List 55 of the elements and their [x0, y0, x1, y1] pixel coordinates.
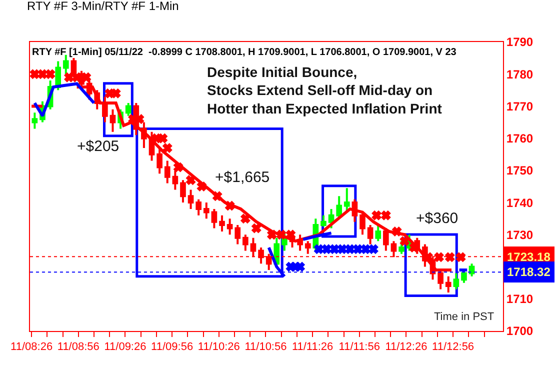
candlestick [367, 224, 374, 246]
candlestick [226, 218, 233, 236]
candlestick [219, 214, 225, 232]
candlestick [468, 262, 475, 278]
y-tick-label: 1760 [506, 132, 534, 146]
candlestick [125, 102, 132, 117]
x-tick-label: 11/10:56 [244, 341, 287, 354]
x-tick-label: 11/08:26 [10, 341, 53, 354]
candlestick [297, 234, 303, 252]
candlestick [328, 208, 334, 230]
candlestick [55, 60, 62, 92]
text: Despite Initial Bounce, Stocks Extend Sell-off Mid-day on Hotter than Expected Inflation Print [207, 64, 442, 116]
candlestick [156, 146, 162, 175]
candlestick [375, 224, 382, 242]
ref-line-label: 1723.18 [507, 250, 551, 264]
candlestick [32, 112, 38, 130]
annotation: +$1,665 [215, 169, 270, 186]
y-tick-label: 1780 [506, 67, 534, 82]
y-tick-label: 1730 [506, 228, 534, 242]
candlestick [445, 275, 452, 294]
candlestick [320, 214, 326, 228]
candlestick [164, 160, 170, 184]
y-tick-label: 1790 [506, 35, 534, 50]
y-tick-label: 1700 [506, 324, 534, 338]
annotation: +$360 [416, 210, 458, 227]
candlestick [62, 54, 69, 76]
candlestick [211, 208, 218, 230]
x-tick-label: 11/09:56 [151, 341, 194, 354]
candlestick [383, 227, 389, 252]
annotation: +$205 [77, 138, 120, 155]
candlestick [110, 108, 116, 133]
text: RTY #F [1-Min] 05/11/22 -0.8999 C 1708.8001, H 1709.9001, L 1706.8001, O 1709.9001, V 23 [32, 47, 457, 58]
x-tick-label: 11/12:26 [385, 341, 428, 354]
x-tick-label: 11/12:56 [432, 341, 474, 354]
candlestick [360, 211, 366, 236]
candlestick [398, 240, 404, 255]
y-tick-label: 1750 [506, 164, 534, 178]
x-tick-label: 11/10:26 [198, 341, 240, 354]
y-tick-label: 1710 [506, 292, 534, 306]
candlestick [203, 202, 210, 220]
annotation: Time in PST [434, 311, 494, 323]
x-tick-label: 11/11:56 [338, 341, 380, 354]
candlestick [196, 198, 202, 216]
x-tick-label: 11/11:26 [292, 341, 334, 354]
candlestick [188, 188, 194, 210]
candlestick [242, 234, 248, 252]
x-tick-label: 11/08:56 [57, 341, 100, 354]
candlestick [453, 272, 460, 290]
ref-line-label: 1718.32 [507, 265, 551, 279]
text: RTY #F 3-Min/RTY #F 1-Min [27, 0, 179, 13]
candlestick [304, 240, 311, 255]
x-tick-label: 11/09:26 [104, 341, 146, 354]
y-tick-label: 1770 [506, 99, 534, 114]
y-tick-label: 1740 [506, 196, 534, 210]
candlestick [234, 224, 241, 246]
